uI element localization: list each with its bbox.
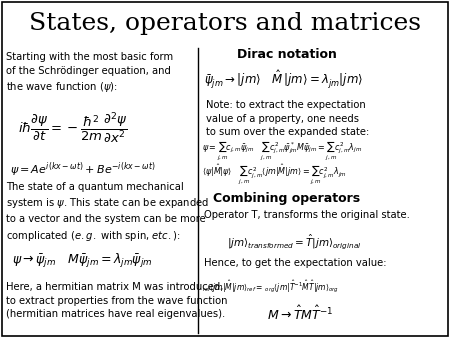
Text: $\langle\psi|\hat{M}|\psi\rangle \quad \sum_{j,m}\! c^2_{j,m}\langle jm|\hat{M}|: $\langle\psi|\hat{M}|\psi\rangle \quad \… bbox=[202, 162, 347, 187]
Text: Note: to extract the expectation
value of a property, one needs
to sum over the : Note: to extract the expectation value o… bbox=[206, 100, 369, 137]
Text: Here, a hermitian matrix M was introduced,
to extract properties from the wave f: Here, a hermitian matrix M was introduce… bbox=[6, 282, 228, 319]
Text: $|jm\rangle_{transformed} = \hat{T}|jm\rangle_{original}$: $|jm\rangle_{transformed} = \hat{T}|jm\r… bbox=[227, 232, 361, 251]
Text: $\psi = Ae^{i(kx-\omega t)} + Be^{-i(kx-\omega t)}$: $\psi = Ae^{i(kx-\omega t)} + Be^{-i(kx-… bbox=[10, 160, 156, 178]
Text: ${}_{ref}\langle jm|\hat{M}|jm\rangle_{ref} =\, {}_{org}\langle jm|\hat{T}^{-1}\: ${}_{ref}\langle jm|\hat{M}|jm\rangle_{r… bbox=[202, 278, 339, 294]
Text: $\psi = \sum_{j,m}\! c_{j,m}\bar{\psi}_{jm} \quad \sum_{j,m}\! c^2_{j,m}\bar{\ps: $\psi = \sum_{j,m}\! c_{j,m}\bar{\psi}_{… bbox=[202, 140, 362, 163]
Text: $\bar{\psi}_{jm} \rightarrow |jm\rangle \quad \hat{M}\,|jm\rangle = \lambda_{jm}: $\bar{\psi}_{jm} \rightarrow |jm\rangle … bbox=[204, 68, 363, 90]
Text: $M \rightarrow \hat{T}M\hat{T}^{-1}$: $M \rightarrow \hat{T}M\hat{T}^{-1}$ bbox=[267, 305, 333, 323]
Text: $i\hbar\dfrac{\partial\psi}{\partial t} = -\dfrac{\hbar^2}{2m}\dfrac{\partial^2\: $i\hbar\dfrac{\partial\psi}{\partial t} … bbox=[18, 110, 127, 145]
Text: Operator T, transforms the original state.: Operator T, transforms the original stat… bbox=[204, 210, 410, 220]
Text: The state of a quantum mechanical
system is $\psi$. This state can be expanded
t: The state of a quantum mechanical system… bbox=[6, 182, 209, 243]
Text: Starting with the most basic form
of the Schrödinger equation, and
the wave func: Starting with the most basic form of the… bbox=[6, 52, 173, 94]
Text: Hence, to get the expectation value:: Hence, to get the expectation value: bbox=[204, 258, 387, 268]
Text: Combining operators: Combining operators bbox=[213, 192, 360, 205]
Text: Dirac notation: Dirac notation bbox=[237, 48, 337, 61]
Text: States, operators and matrices: States, operators and matrices bbox=[29, 12, 421, 35]
Text: $\psi \rightarrow \bar{\psi}_{jm} \quad M\bar{\psi}_{jm} = \lambda_{jm}\bar{\psi: $\psi \rightarrow \bar{\psi}_{jm} \quad … bbox=[12, 252, 153, 270]
